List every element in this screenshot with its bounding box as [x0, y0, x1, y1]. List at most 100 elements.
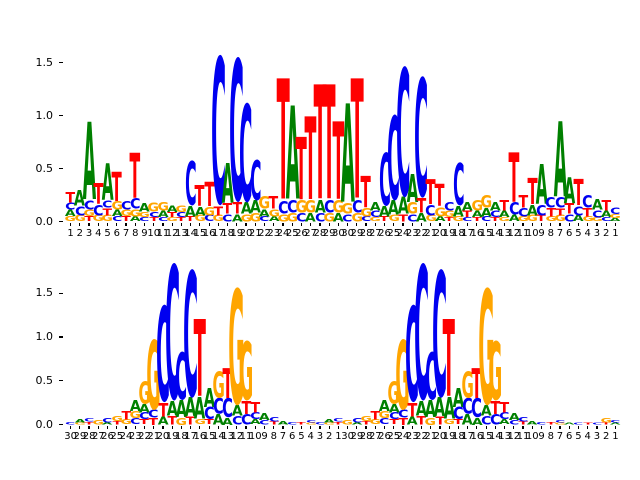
- svg-text:A: A: [278, 420, 289, 425]
- logo-letter-A: A: [499, 418, 510, 426]
- svg-text:T: T: [84, 422, 94, 426]
- logo-letter-T: T: [111, 165, 122, 211]
- logo-letter-A: A: [278, 420, 289, 425]
- svg-text:G: G: [130, 207, 142, 218]
- x-tick-label: 21: [424, 227, 438, 239]
- x-tick-mark: [365, 425, 367, 429]
- logo-letter-A: A: [527, 420, 538, 425]
- x-tick-mark: [347, 222, 349, 226]
- svg-text:C: C: [509, 419, 519, 426]
- x-tick-mark: [143, 425, 146, 429]
- x-tick-label: 10: [248, 430, 262, 442]
- svg-text:C: C: [453, 404, 463, 423]
- svg-text:G: G: [342, 202, 354, 218]
- svg-text:T: T: [361, 167, 371, 218]
- svg-text:A: A: [222, 416, 234, 427]
- x-tick-label: 5: [104, 227, 111, 239]
- x-tick-mark: [310, 425, 312, 429]
- logo-letter-T: T: [204, 175, 215, 214]
- x-tick-label: 12: [165, 227, 179, 239]
- logo-letter-A: A: [185, 393, 197, 423]
- logo-letter-G: G: [517, 215, 528, 223]
- y-tick-label: 1.5: [35, 286, 54, 300]
- x-tick-mark: [577, 425, 580, 429]
- logo-letter-T: T: [276, 46, 290, 238]
- svg-text:T: T: [297, 422, 307, 426]
- logo-letter-T: T: [398, 416, 409, 427]
- logo-letter-G: G: [388, 213, 399, 223]
- x-tick-label: 6: [566, 227, 573, 239]
- svg-text:T: T: [250, 400, 260, 416]
- logo-letter-T: T: [444, 217, 454, 223]
- svg-text:A: A: [231, 404, 242, 420]
- logo-letter-A: A: [610, 218, 621, 223]
- logo-letter-G: G: [582, 215, 593, 223]
- logo-letter-G: G: [194, 418, 205, 426]
- svg-text:C: C: [93, 203, 103, 219]
- svg-text:A: A: [176, 396, 188, 424]
- logo-letter-T: T: [601, 422, 611, 426]
- svg-text:C: C: [370, 209, 380, 219]
- logo-letter-A: A: [536, 155, 548, 218]
- svg-text:G: G: [425, 416, 436, 427]
- x-tick-mark: [365, 222, 367, 226]
- logo-letter-G: G: [176, 416, 187, 427]
- x-tick-mark: [217, 425, 219, 429]
- logo-letter-C: C: [211, 20, 226, 251]
- x-tick-label: 20: [433, 430, 447, 442]
- svg-text:C: C: [426, 203, 436, 219]
- svg-text:C: C: [287, 422, 297, 426]
- x-tick-label: 21: [147, 430, 161, 442]
- logo-letter-G: G: [527, 213, 538, 223]
- svg-text:G: G: [471, 199, 483, 215]
- svg-text:C: C: [287, 196, 297, 217]
- x-tick-label: 8: [132, 227, 139, 239]
- svg-text:T: T: [186, 215, 196, 223]
- svg-text:T: T: [305, 95, 317, 226]
- logo-letter-C: C: [444, 201, 454, 214]
- svg-text:C: C: [490, 209, 500, 219]
- logo-letter-A: A: [333, 212, 344, 225]
- logo-letter-C: C: [545, 195, 556, 211]
- svg-text:T: T: [546, 206, 556, 219]
- svg-text:A: A: [388, 198, 400, 221]
- svg-text:C: C: [75, 204, 85, 218]
- logo-letter-A: A: [370, 201, 381, 214]
- logo-letter-A: A: [573, 213, 584, 223]
- logo-letter-T: T: [129, 141, 141, 212]
- x-tick-mark: [568, 425, 570, 429]
- svg-text:T: T: [573, 174, 583, 214]
- svg-text:T: T: [222, 361, 232, 409]
- svg-text:C: C: [183, 238, 198, 436]
- svg-text:A: A: [508, 213, 519, 223]
- svg-text:A: A: [499, 418, 510, 426]
- logo-letter-C: C: [75, 204, 85, 218]
- logo-letter-T: T: [360, 167, 371, 218]
- svg-text:A: A: [305, 212, 316, 225]
- svg-text:G: G: [379, 410, 390, 421]
- logo-letter-A: A: [553, 102, 566, 221]
- logo-letter-A: A: [481, 206, 492, 219]
- svg-text:C: C: [601, 217, 611, 223]
- x-tick-label: 8: [547, 227, 554, 239]
- x-tick-label: 8: [547, 430, 554, 442]
- svg-text:T: T: [103, 206, 113, 217]
- logo-letter-G: G: [74, 213, 85, 223]
- logo-letter-T: T: [361, 420, 371, 425]
- logo-letter-C: C: [425, 203, 436, 219]
- logo-letter-G: G: [102, 213, 113, 223]
- logo-letter-G: G: [212, 367, 224, 407]
- x-tick-mark: [605, 425, 607, 429]
- svg-text:G: G: [488, 326, 502, 419]
- x-tick-label: 18: [175, 430, 188, 442]
- logo-letter-T: T: [398, 212, 408, 223]
- svg-text:A: A: [167, 204, 178, 214]
- logo-letter-C: C: [573, 204, 583, 218]
- x-tick-label: 27: [368, 430, 382, 442]
- svg-text:C: C: [121, 200, 131, 213]
- svg-text:C: C: [84, 199, 94, 213]
- svg-text:G: G: [582, 215, 593, 223]
- svg-text:C: C: [296, 212, 306, 225]
- svg-text:A: A: [601, 209, 612, 219]
- x-tick-mark: [310, 222, 312, 226]
